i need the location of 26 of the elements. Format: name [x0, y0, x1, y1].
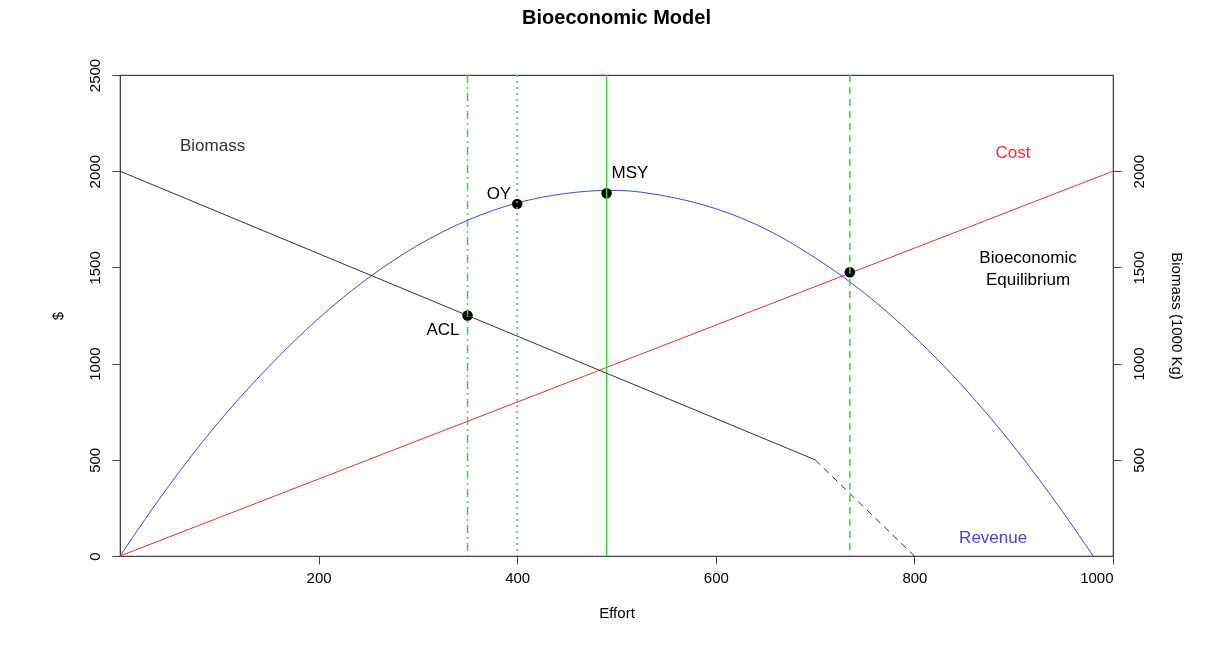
- text: Biomass: [180, 136, 246, 156]
- x-tick-label: 1000: [1080, 568, 1114, 586]
- y-tick-label: 1500: [85, 251, 103, 285]
- chart-title: Bioeconomic Model: [522, 6, 711, 29]
- y2-tick-label: 1500: [1129, 251, 1147, 285]
- y-tick-label: 1000: [85, 347, 103, 381]
- annotation: OY: [486, 183, 512, 203]
- x-tick-label: 400: [505, 568, 531, 586]
- y-tick-label: 2000: [85, 155, 103, 189]
- y-axis-title: $: [48, 311, 66, 321]
- x-tick-label: 200: [306, 568, 332, 586]
- x-axis-title: Effort: [599, 603, 636, 621]
- x-tick-label: 800: [902, 568, 928, 586]
- y2-tick-label: 500: [1129, 447, 1147, 473]
- y-tick-label: 500: [85, 447, 103, 473]
- annotation: MSY: [611, 163, 649, 183]
- x-tick-label: 600: [703, 568, 729, 586]
- y2-tick-label: 1000: [1129, 347, 1147, 381]
- annotation: ACL: [426, 319, 460, 339]
- annotation: Bioeconomic Equilibrium: [979, 248, 1078, 289]
- y-tick-label: 2500: [85, 58, 103, 93]
- text: Cost: [995, 143, 1031, 163]
- y2-tick-label: 2000: [1129, 155, 1147, 189]
- y2-axis-title: Biomass (1000 Kg): [1168, 252, 1186, 380]
- text: Revenue: [959, 528, 1028, 547]
- y-tick-label: 0: [85, 552, 103, 561]
